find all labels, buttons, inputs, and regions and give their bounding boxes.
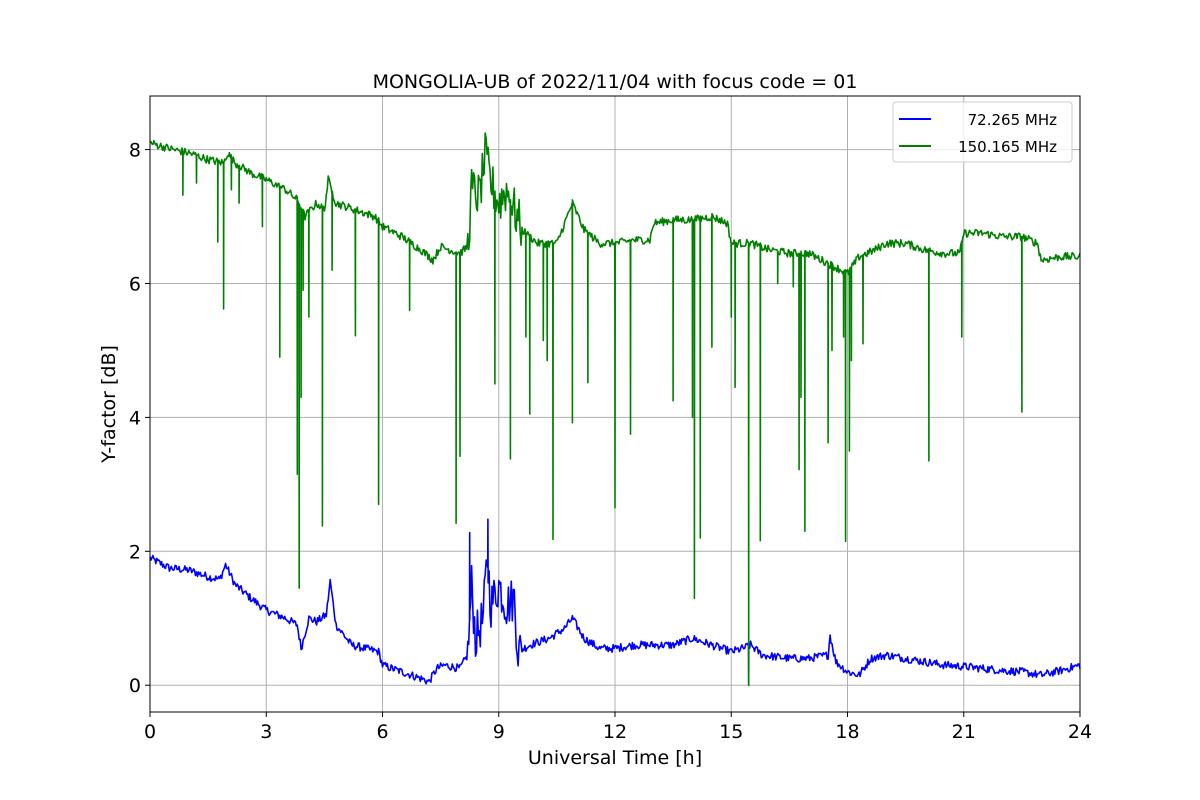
legend-label: 150.165 MHz <box>958 138 1057 156</box>
x-tick-label: 12 <box>603 721 627 743</box>
x-tick-label: 15 <box>719 721 743 743</box>
x-axis-label: Universal Time [h] <box>528 747 702 769</box>
x-tick-label: 21 <box>952 721 976 743</box>
plot-series <box>149 132 1081 686</box>
y-tick-label: 6 <box>129 273 141 295</box>
series-0 <box>149 518 1081 686</box>
legend: 72.265 MHz 150.165 MHz <box>892 101 1073 163</box>
legend-label: 72.265 MHz <box>968 111 1057 129</box>
y-tick-label: 4 <box>129 407 141 429</box>
x-tick-label: 24 <box>1068 721 1092 743</box>
y-tick-label: 0 <box>129 675 141 697</box>
legend-box <box>892 101 1073 163</box>
series-1 <box>149 132 1081 686</box>
series-line <box>149 518 1081 686</box>
series-line <box>149 132 1081 686</box>
x-tick-label: 0 <box>144 721 156 743</box>
x-tick-label: 3 <box>260 721 272 743</box>
x-tick-label: 18 <box>835 721 859 743</box>
x-tick-label: 9 <box>493 721 505 743</box>
y-axis-label: Y-factor [dB] <box>98 345 120 464</box>
y-tick-label: 8 <box>129 140 141 162</box>
x-tick-label: 6 <box>376 721 388 743</box>
y-tick-label: 2 <box>129 541 141 563</box>
chart-title: MONGOLIA-UB of 2022/11/04 with focus cod… <box>373 71 858 93</box>
